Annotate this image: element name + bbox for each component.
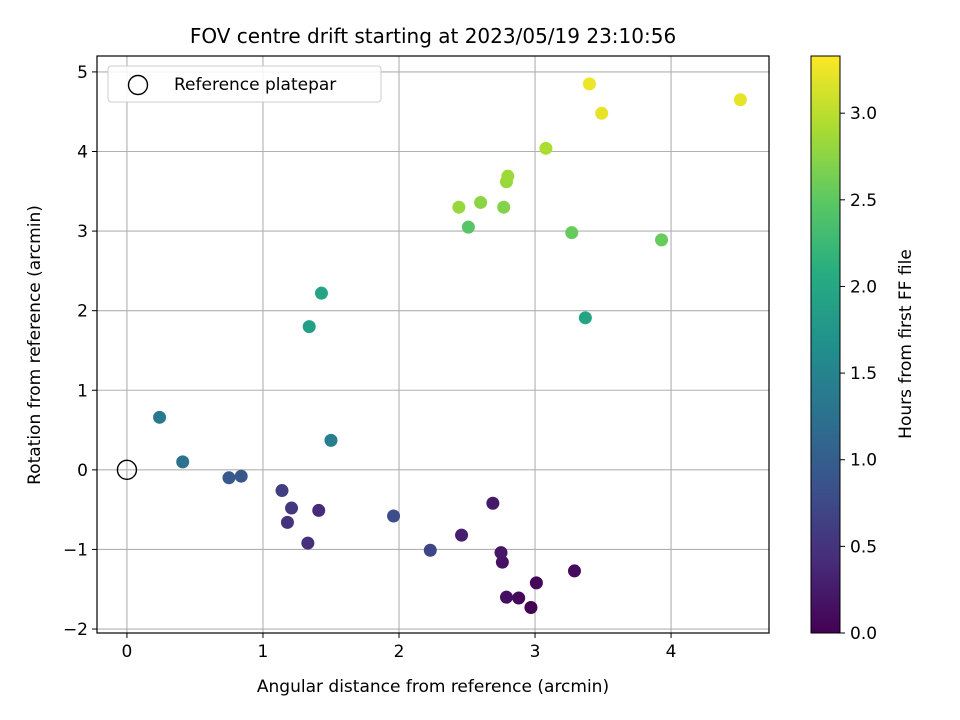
legend-reference-marker (127, 74, 149, 96)
x-tick-label: 4 (666, 642, 677, 662)
colorbar-tick-label: 0.0 (850, 624, 877, 644)
data-points (153, 77, 747, 615)
data-point (176, 455, 190, 469)
colorbar-tick-label: 1.5 (850, 364, 877, 384)
x-tick-label: 2 (394, 642, 405, 662)
x-axis-ticks: 0 1 2 3 4 (122, 633, 677, 662)
data-point (455, 528, 469, 542)
data-point (285, 501, 299, 515)
x-tick-label: 3 (530, 642, 541, 662)
x-tick-label: 1 (258, 642, 269, 662)
data-point (495, 555, 509, 569)
data-point (539, 141, 553, 155)
data-point (153, 410, 167, 424)
data-point (733, 93, 747, 107)
data-point (486, 496, 500, 510)
data-point (314, 286, 328, 300)
data-point (565, 226, 579, 240)
colorbar (810, 55, 841, 634)
legend-box (107, 65, 382, 103)
y-tick-label: 1 (77, 381, 88, 401)
data-point (529, 576, 543, 590)
data-point (387, 509, 401, 523)
y-tick-label: −2 (63, 620, 88, 640)
x-axis-label: Angular distance from reference (arcmin) (257, 677, 609, 697)
chart-title: FOV centre drift starting at 2023/05/19 … (190, 24, 676, 48)
data-point (494, 546, 508, 560)
colorbar-tick-label: 1.0 (850, 451, 877, 471)
data-point (578, 311, 592, 325)
data-point (275, 484, 289, 498)
y-axis-ticks: −2 −1 0 1 2 3 4 5 (63, 63, 97, 640)
y-tick-label: −1 (63, 540, 88, 560)
y-tick-label: 3 (77, 222, 88, 242)
colorbar-ticks: 0.0 0.5 1.0 1.5 2.0 2.5 3.0 (840, 104, 877, 644)
reference-marker (116, 459, 138, 481)
data-point (324, 433, 338, 447)
data-point (302, 320, 316, 334)
grid (97, 56, 769, 633)
data-point (474, 195, 488, 209)
y-tick-label: 5 (77, 63, 88, 83)
x-tick-label: 0 (122, 642, 133, 662)
data-point (312, 503, 326, 517)
data-point (655, 233, 669, 247)
y-tick-label: 0 (77, 461, 88, 481)
data-point (524, 601, 538, 615)
data-point (301, 536, 315, 550)
data-point (499, 590, 513, 604)
data-point (222, 471, 236, 485)
y-axis-label: Rotation from reference (arcmin) (25, 205, 45, 485)
data-point (582, 77, 596, 91)
data-point (567, 564, 581, 578)
data-point (234, 469, 248, 483)
data-point (280, 515, 294, 529)
data-point (423, 543, 437, 557)
reference-point (116, 459, 138, 481)
data-point (501, 169, 515, 183)
data-point (595, 106, 609, 120)
legend-reference-label: Reference platepar (174, 75, 336, 95)
data-point (461, 220, 475, 234)
colorbar-label: Hours from first FF file (896, 249, 916, 439)
colorbar-tick-label: 2.5 (850, 191, 877, 211)
data-point (497, 200, 511, 214)
y-tick-label: 4 (77, 143, 88, 163)
plot-frame (96, 55, 770, 634)
colorbar-tick-label: 0.5 (850, 537, 877, 557)
legend: Reference platepar (107, 65, 382, 103)
y-tick-label: 2 (77, 302, 88, 322)
data-point (452, 200, 466, 214)
colorbar-tick-label: 2.0 (850, 277, 877, 297)
data-point (512, 591, 526, 605)
colorbar-tick-label: 3.0 (850, 104, 877, 124)
